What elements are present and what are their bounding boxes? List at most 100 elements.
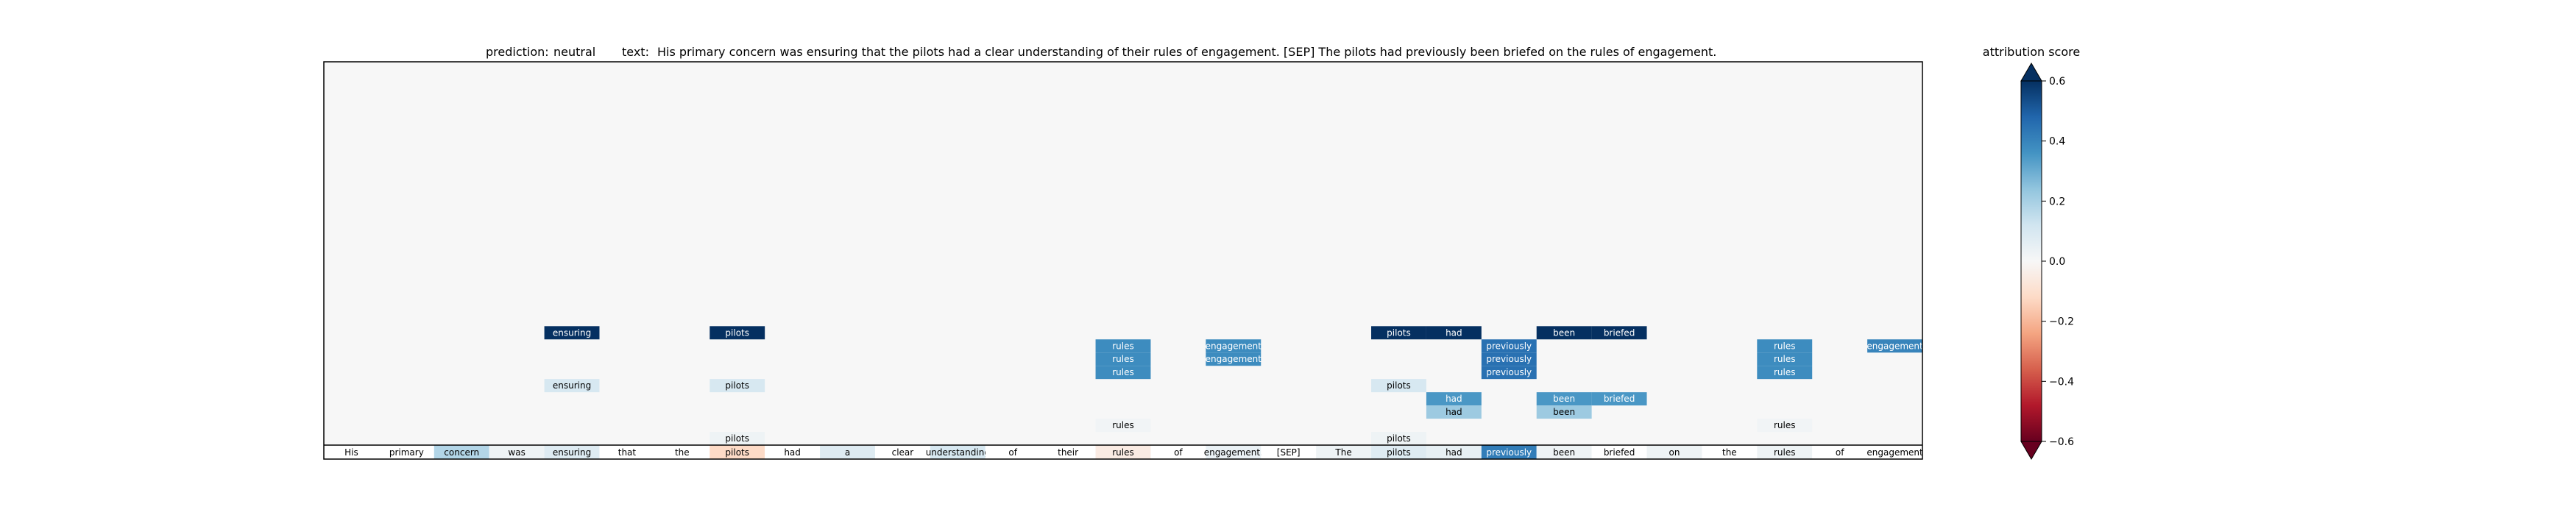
token-label: previously xyxy=(1486,447,1532,458)
colorbar-tick-label: −0.2 xyxy=(2049,316,2074,328)
token-cell xyxy=(1536,445,1592,459)
heatmap-cell-label: rules xyxy=(1774,341,1796,351)
token-label: briefed xyxy=(1604,447,1635,458)
heatmap-cell-label: engagement xyxy=(1206,341,1262,351)
token-label: on xyxy=(1669,447,1680,458)
heatmap-cell xyxy=(1536,326,1592,340)
heatmap-cell-label: rules xyxy=(1774,367,1796,377)
heatmap-cell xyxy=(1867,339,1922,353)
heatmap-cell xyxy=(1206,352,1262,366)
heatmap-cell-label: pilots xyxy=(1387,433,1411,444)
heatmap-cell xyxy=(1591,326,1647,340)
token-label: clear xyxy=(892,447,914,458)
heatmap-cell-label: been xyxy=(1553,327,1575,338)
heatmap-cell-label: pilots xyxy=(725,327,749,338)
heatmap-cell xyxy=(710,432,765,445)
heatmap-cell-label: pilots xyxy=(1387,327,1411,338)
colorbar-tick-label: 0.6 xyxy=(2049,76,2065,88)
heatmap-cell-label: previously xyxy=(1486,367,1532,377)
token-cell xyxy=(434,445,489,459)
colorbar-tick-label: −0.6 xyxy=(2049,436,2074,448)
heatmap-cell-label: previously xyxy=(1486,341,1532,351)
token-cell xyxy=(1150,445,1206,459)
token-cell xyxy=(324,445,379,459)
token-label: The xyxy=(1334,447,1351,458)
heatmap-cell xyxy=(1426,392,1482,406)
token-label: a xyxy=(845,447,850,458)
token-label: was xyxy=(508,447,525,458)
token-label: had xyxy=(784,447,801,458)
colorbar-label: attribution score xyxy=(1983,45,2080,59)
heatmap-cell xyxy=(1206,339,1262,353)
heatmap-cell-label: pilots xyxy=(1387,380,1411,391)
token-label: rules xyxy=(1112,447,1134,458)
token-label: understanding xyxy=(926,447,990,458)
heatmap-cell xyxy=(1536,392,1592,406)
heatmap-cell-label: rules xyxy=(1112,341,1134,351)
token-cell xyxy=(930,445,986,459)
heatmap-cell-label: had xyxy=(1446,327,1462,338)
colorbar-tick-label: 0.2 xyxy=(2049,196,2065,207)
token-label: that xyxy=(618,447,637,458)
heatmap-cells: ensuring pilots pilots had been briefed rules e… xyxy=(324,62,1923,445)
colorbar-ticks: 0.6 0.4 0.2 0.0 −0.2 −0.4 −0.6 xyxy=(2042,76,2074,448)
token-cell xyxy=(874,445,930,459)
heatmap-cell xyxy=(1371,432,1426,445)
colorbar-tick-label: 0.4 xyxy=(2049,136,2065,148)
token-label: the xyxy=(1722,447,1737,458)
token-label: engagement xyxy=(1866,447,1923,458)
token-cell xyxy=(710,445,765,459)
colorbar: attribution score 0.6 0.4 0.2 0.0 −0.2 −0.4 −0… xyxy=(1983,45,2080,460)
token-cell xyxy=(1481,445,1537,459)
token-cell xyxy=(1757,445,1813,459)
heatmap-cell-label: briefed xyxy=(1604,327,1635,338)
heatmap-cell xyxy=(1371,379,1426,393)
token-cell xyxy=(1371,445,1426,459)
token-cell xyxy=(1867,445,1922,459)
heatmap-cell xyxy=(1591,392,1647,406)
heatmap-cell-label: pilots xyxy=(725,380,749,391)
colorbar-extend-min xyxy=(2020,441,2042,460)
heatmap-cell xyxy=(1481,366,1537,380)
heatmap-cell xyxy=(1757,366,1813,380)
token-label: pilots xyxy=(1387,447,1411,458)
colorbar-extend-max xyxy=(2020,63,2042,82)
token-label: rules xyxy=(1774,447,1796,458)
token-cell xyxy=(1646,445,1702,459)
title-text-label: text: xyxy=(622,45,649,59)
token-label: the xyxy=(675,447,690,458)
token-label: pilots xyxy=(725,447,749,458)
token-label: of xyxy=(1836,447,1844,458)
token-cell xyxy=(1316,445,1372,459)
heatmap-cell-label: rules xyxy=(1774,420,1796,430)
title-text-value: His primary concern was ensuring that th… xyxy=(657,45,1716,59)
token-label: engagement. xyxy=(1204,447,1263,458)
token-label: [SEP] xyxy=(1277,447,1301,458)
token-cell xyxy=(489,445,545,459)
heatmap-cell xyxy=(1426,405,1482,419)
heatmap-cell xyxy=(710,326,765,340)
heatmap-cell-label: ensuring xyxy=(553,327,591,338)
token-cell xyxy=(1206,445,1262,459)
token-cell xyxy=(820,445,875,459)
heatmap-cell-label: rules xyxy=(1112,420,1134,430)
title-prediction-label: prediction: xyxy=(486,45,549,59)
token-cell xyxy=(1095,445,1151,459)
heatmap-cell-label: had xyxy=(1446,394,1462,404)
heatmap-cell-label: briefed xyxy=(1604,394,1635,404)
token-cell xyxy=(985,445,1041,459)
heatmap-cell-label: previously xyxy=(1486,354,1532,364)
heatmap-cell xyxy=(544,326,600,340)
heatmap-cell-label: engagement xyxy=(1866,341,1923,351)
heatmap-cell-label: rules xyxy=(1112,354,1134,364)
colorbar-tick-label: −0.4 xyxy=(2049,376,2074,388)
token-cell xyxy=(654,445,710,459)
token-label: His xyxy=(344,447,358,458)
heatmap-cell xyxy=(1757,352,1813,366)
token-cell xyxy=(1812,445,1868,459)
heatmap-cell xyxy=(544,379,600,393)
token-cell xyxy=(1040,445,1096,459)
token-row: His primary concern was ensuring that the pilot… xyxy=(324,445,1923,459)
heatmap-cell xyxy=(1536,405,1592,419)
